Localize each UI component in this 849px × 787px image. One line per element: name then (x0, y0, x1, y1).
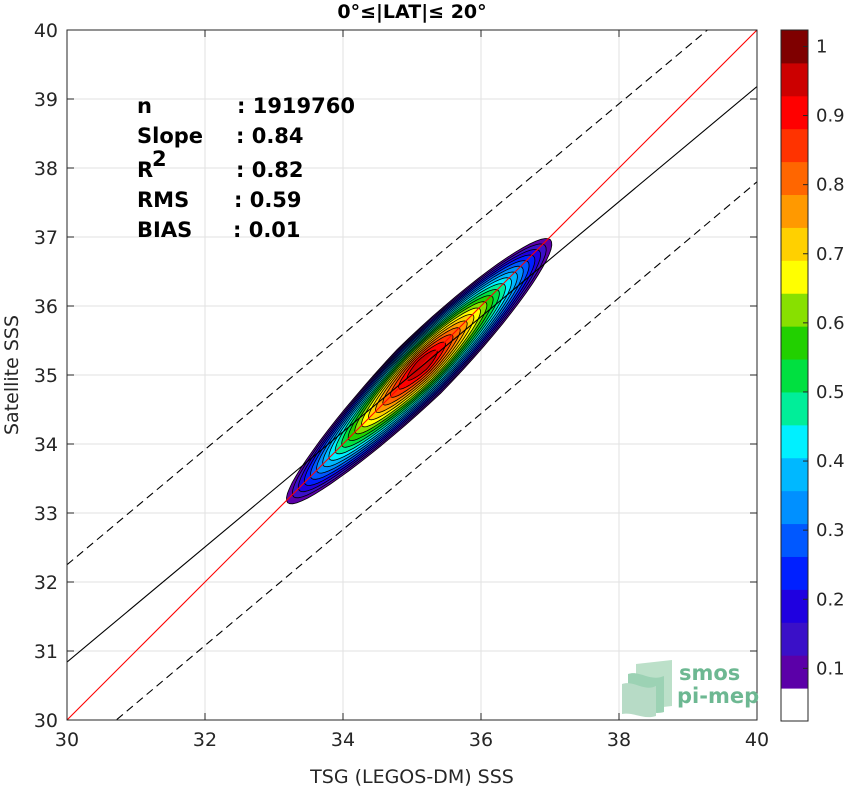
stat-label: BIAS (137, 218, 192, 242)
stat-label-superscript: 2 (152, 147, 167, 171)
colorbar: 0.1 0.2 0.3 0.4 0.5 0.6 0.7 0.8 0.9 1 (781, 30, 845, 722)
colorbar-segment (781, 128, 808, 163)
y-tick-label: 33 (34, 503, 58, 525)
stat-label: n (137, 94, 152, 118)
x-tick-label: 40 (745, 729, 769, 751)
y-axis-ticks: 30 31 32 33 34 35 36 37 38 39 40 (34, 20, 757, 732)
chart-title: 0°≤|LAT|≤ 20° (337, 1, 486, 23)
colorbar-segment (781, 490, 808, 525)
colorbar-tick-label: 0.1 (816, 658, 845, 679)
stat-value: : 1919760 (237, 94, 355, 118)
stat-label: Slope (137, 124, 203, 148)
colorbar-segment (781, 457, 808, 492)
x-axis-ticks: 30 32 34 36 38 40 (55, 30, 769, 751)
colorbar-segment (781, 688, 808, 722)
colorbar-tick-label: 0.4 (816, 451, 845, 472)
regression-line (67, 86, 757, 663)
x-tick-label: 34 (331, 729, 355, 751)
colorbar-segment (781, 95, 808, 130)
colorbar-segment (781, 161, 808, 196)
y-tick-label: 38 (34, 158, 58, 180)
x-tick-label: 36 (469, 729, 493, 751)
colorbar-segment (781, 655, 808, 689)
colorbar-segment (781, 260, 808, 294)
reference-lines (67, 30, 757, 720)
colorbar-tick-label: 0.6 (816, 313, 845, 334)
y-tick-label: 36 (34, 296, 58, 318)
colorbar-segment (781, 589, 808, 623)
lower-bound-line (115, 181, 757, 720)
colorbar-segment (781, 227, 808, 261)
y-tick-label: 40 (34, 20, 58, 42)
upper-bound-line (67, 30, 709, 566)
y-tick-label: 35 (34, 365, 58, 387)
colorbar-tick-label: 0.7 (816, 244, 845, 265)
y-tick-label: 37 (34, 227, 58, 249)
stat-label: RMS (137, 188, 189, 212)
grid-lines (66, 29, 758, 721)
y-tick-label: 34 (34, 434, 58, 456)
colorbar-segment (781, 391, 808, 426)
stat-value: : 0.59 (234, 188, 302, 212)
density-contours (286, 238, 553, 505)
y-axis-label: Satellite SSS (1, 315, 23, 435)
colorbar-tick-label: 0.3 (816, 520, 845, 541)
colorbar-segment (781, 556, 808, 590)
wave-logo-icon (622, 660, 672, 718)
y-tick-label: 31 (34, 641, 58, 663)
colorbar-tick-label: 0.8 (816, 175, 845, 196)
stat-label: R (137, 158, 153, 182)
colorbar-segment (781, 293, 808, 327)
stat-value: : 0.82 (236, 158, 304, 182)
statistics-box: n : 1919760 Slope : 0.84 R2 : 0.82 RMS : 0.59 BI… (137, 94, 355, 242)
logo-text-smos: smos (679, 661, 740, 685)
smos-pi-mep-logo: smos pi-mep (622, 660, 759, 718)
colorbar-segment (781, 62, 808, 97)
colorbar-tick-label: 0.9 (816, 106, 845, 127)
x-tick-label: 38 (607, 729, 631, 751)
colorbar-tick-label: 0.5 (816, 382, 845, 403)
colorbar-segment (781, 359, 808, 393)
x-axis-label: TSG (LEGOS-DM) SSS (309, 766, 514, 787)
x-tick-label: 30 (55, 729, 79, 751)
y-tick-label: 39 (34, 89, 58, 111)
stat-value: : 0.84 (236, 124, 304, 148)
stat-value: : 0.01 (233, 218, 301, 242)
colorbar-segment (781, 424, 808, 459)
y-tick-label: 30 (34, 710, 58, 732)
colorbar-segment (781, 622, 808, 656)
colorbar-tick-label: 1 (816, 36, 827, 57)
colorbar-tick-label: 0.2 (816, 589, 845, 610)
logo-text-pi-mep: pi-mep (677, 684, 759, 708)
colorbar-segment (781, 523, 808, 557)
x-tick-label: 32 (193, 729, 217, 751)
colorbar-frame (780, 29, 809, 722)
y-tick-label: 32 (34, 572, 58, 594)
colorbar-segment (781, 194, 808, 228)
colorbar-segment (781, 326, 808, 360)
